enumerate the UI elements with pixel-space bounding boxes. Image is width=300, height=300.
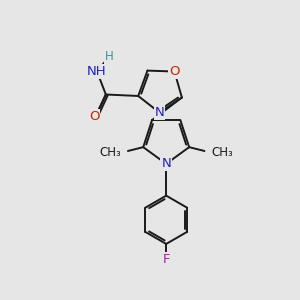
Text: H: H xyxy=(105,50,114,63)
Text: CH₃: CH₃ xyxy=(99,146,121,159)
Text: NH: NH xyxy=(87,65,107,78)
Text: N: N xyxy=(161,157,171,170)
Text: O: O xyxy=(169,65,180,78)
Text: O: O xyxy=(89,110,99,123)
Text: N: N xyxy=(154,106,164,119)
Text: CH₃: CH₃ xyxy=(211,146,233,159)
Text: F: F xyxy=(162,253,170,266)
